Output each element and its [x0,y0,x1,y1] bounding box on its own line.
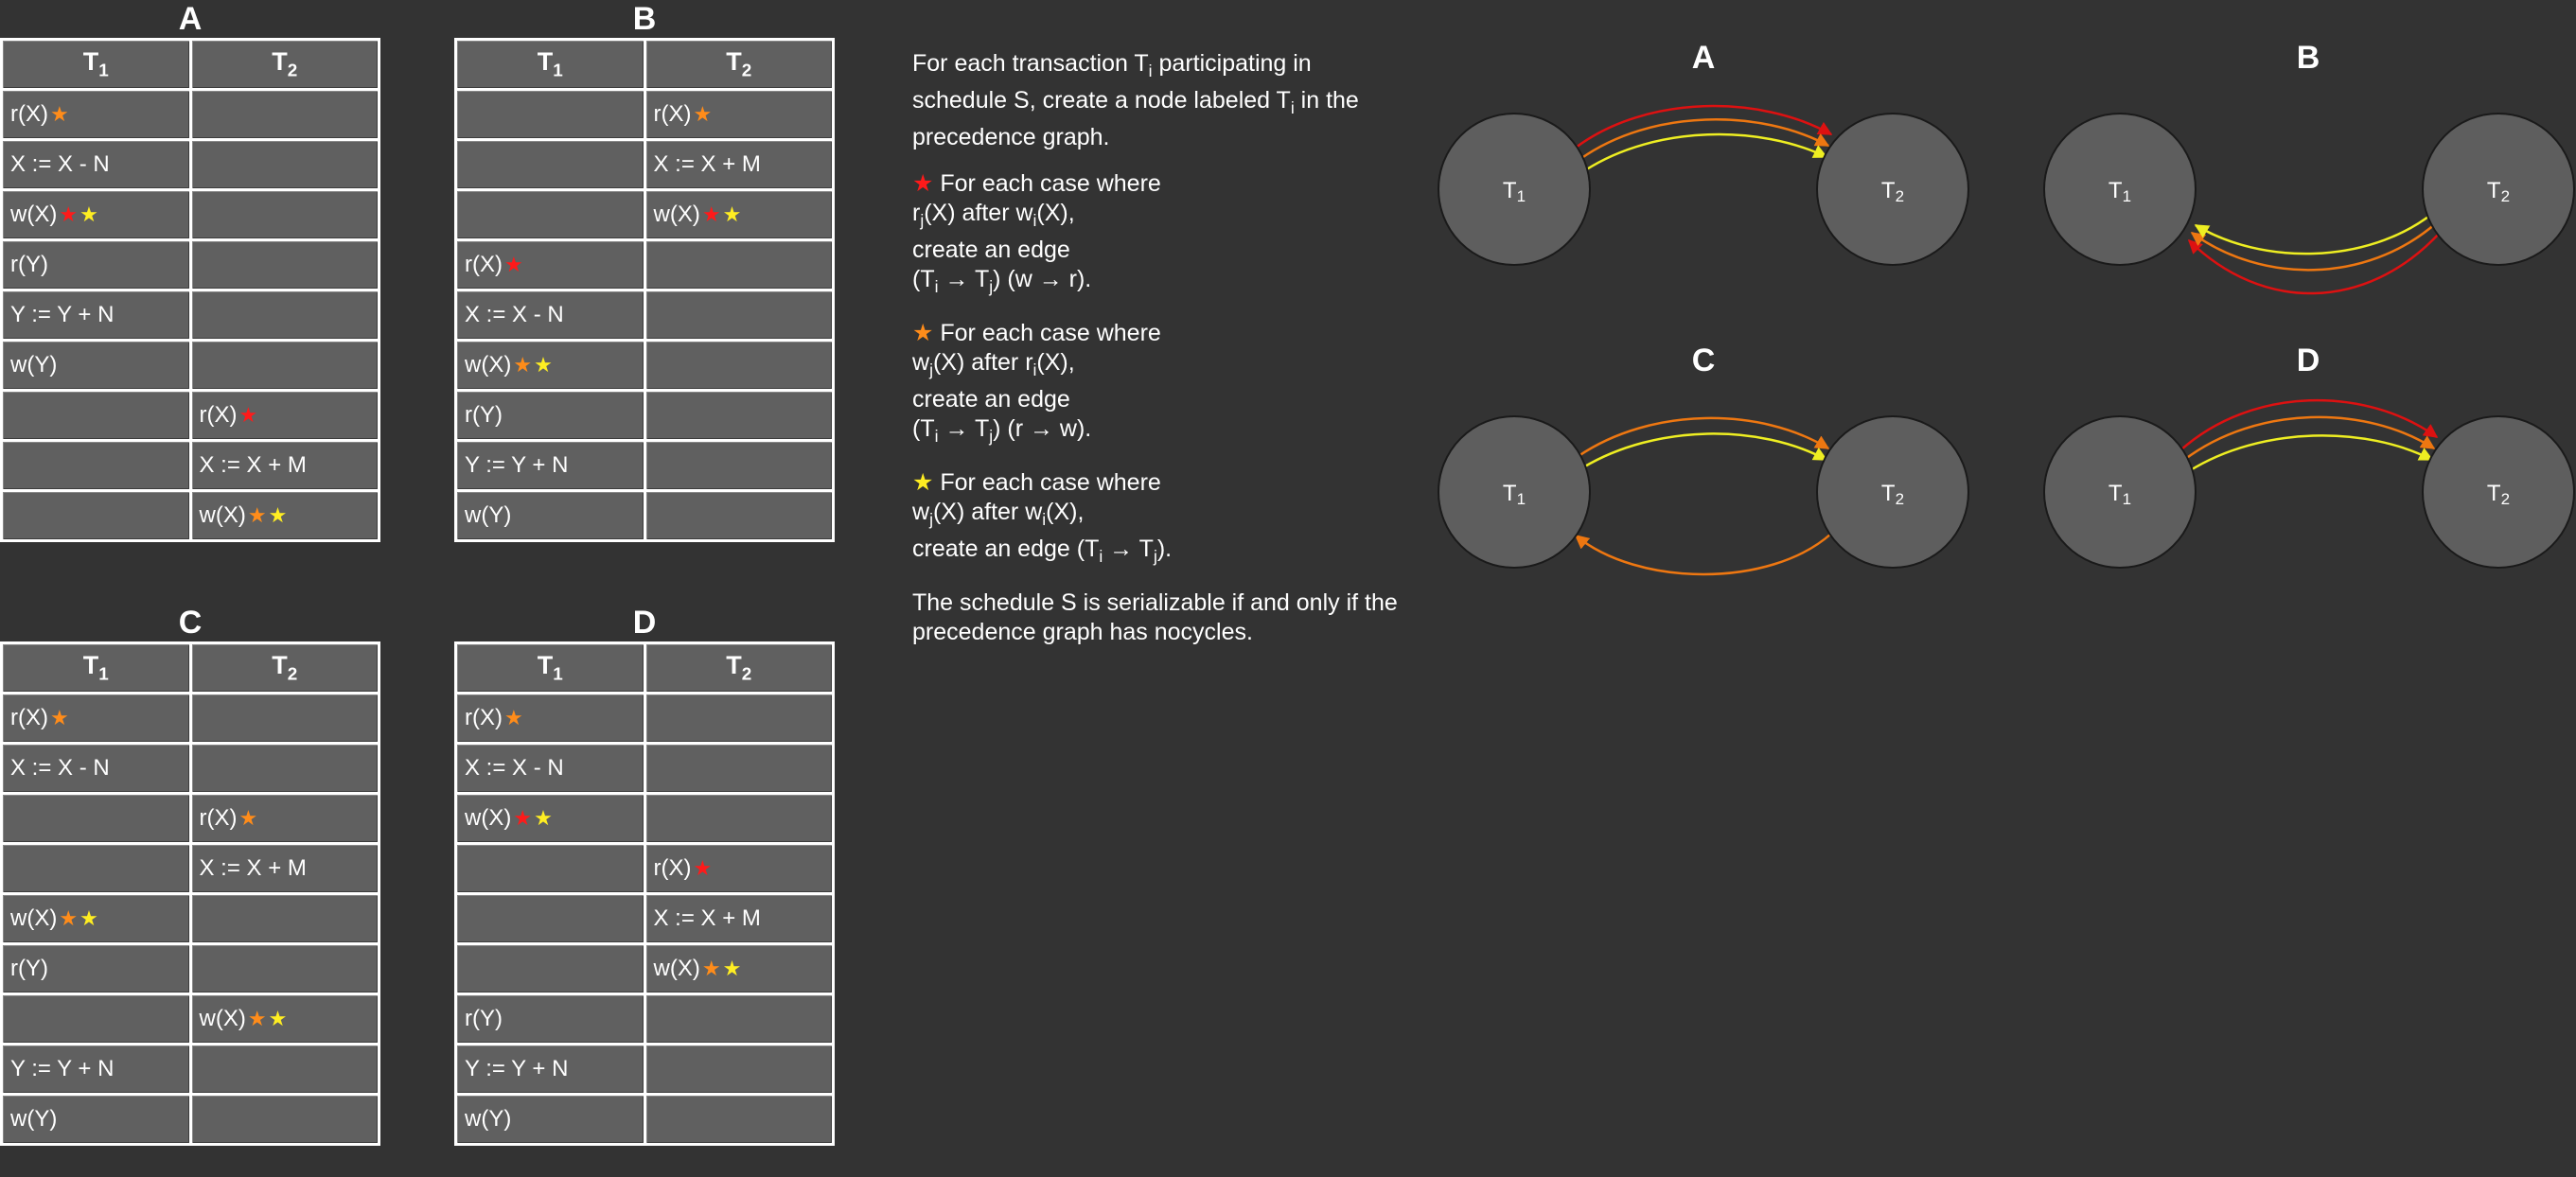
graph-c: C T1 T2 [1438,343,1968,574]
edge-c-yellow [1583,433,1826,467]
graph-c-title: C [1692,343,1716,378]
edge-d-yellow [2189,435,2432,471]
edge-b-orange [2192,223,2436,270]
graph-a: A T1 T2 [1438,40,1968,265]
edge-c-orange-back [1576,534,1831,574]
graph-b: B T1 T2 [2044,40,2574,293]
edge-b-red [2189,233,2440,293]
graph-b-title: B [2297,40,2320,76]
edge-d-red [2180,400,2437,450]
graph-d-title: D [2297,343,2320,378]
edge-b-yellow [2196,214,2432,254]
graph-a-title: A [1692,40,1716,76]
graph-d: D T1 T2 [2044,343,2574,568]
edge-a-yellow [1585,134,1826,170]
edge-a-red [1576,106,1831,148]
